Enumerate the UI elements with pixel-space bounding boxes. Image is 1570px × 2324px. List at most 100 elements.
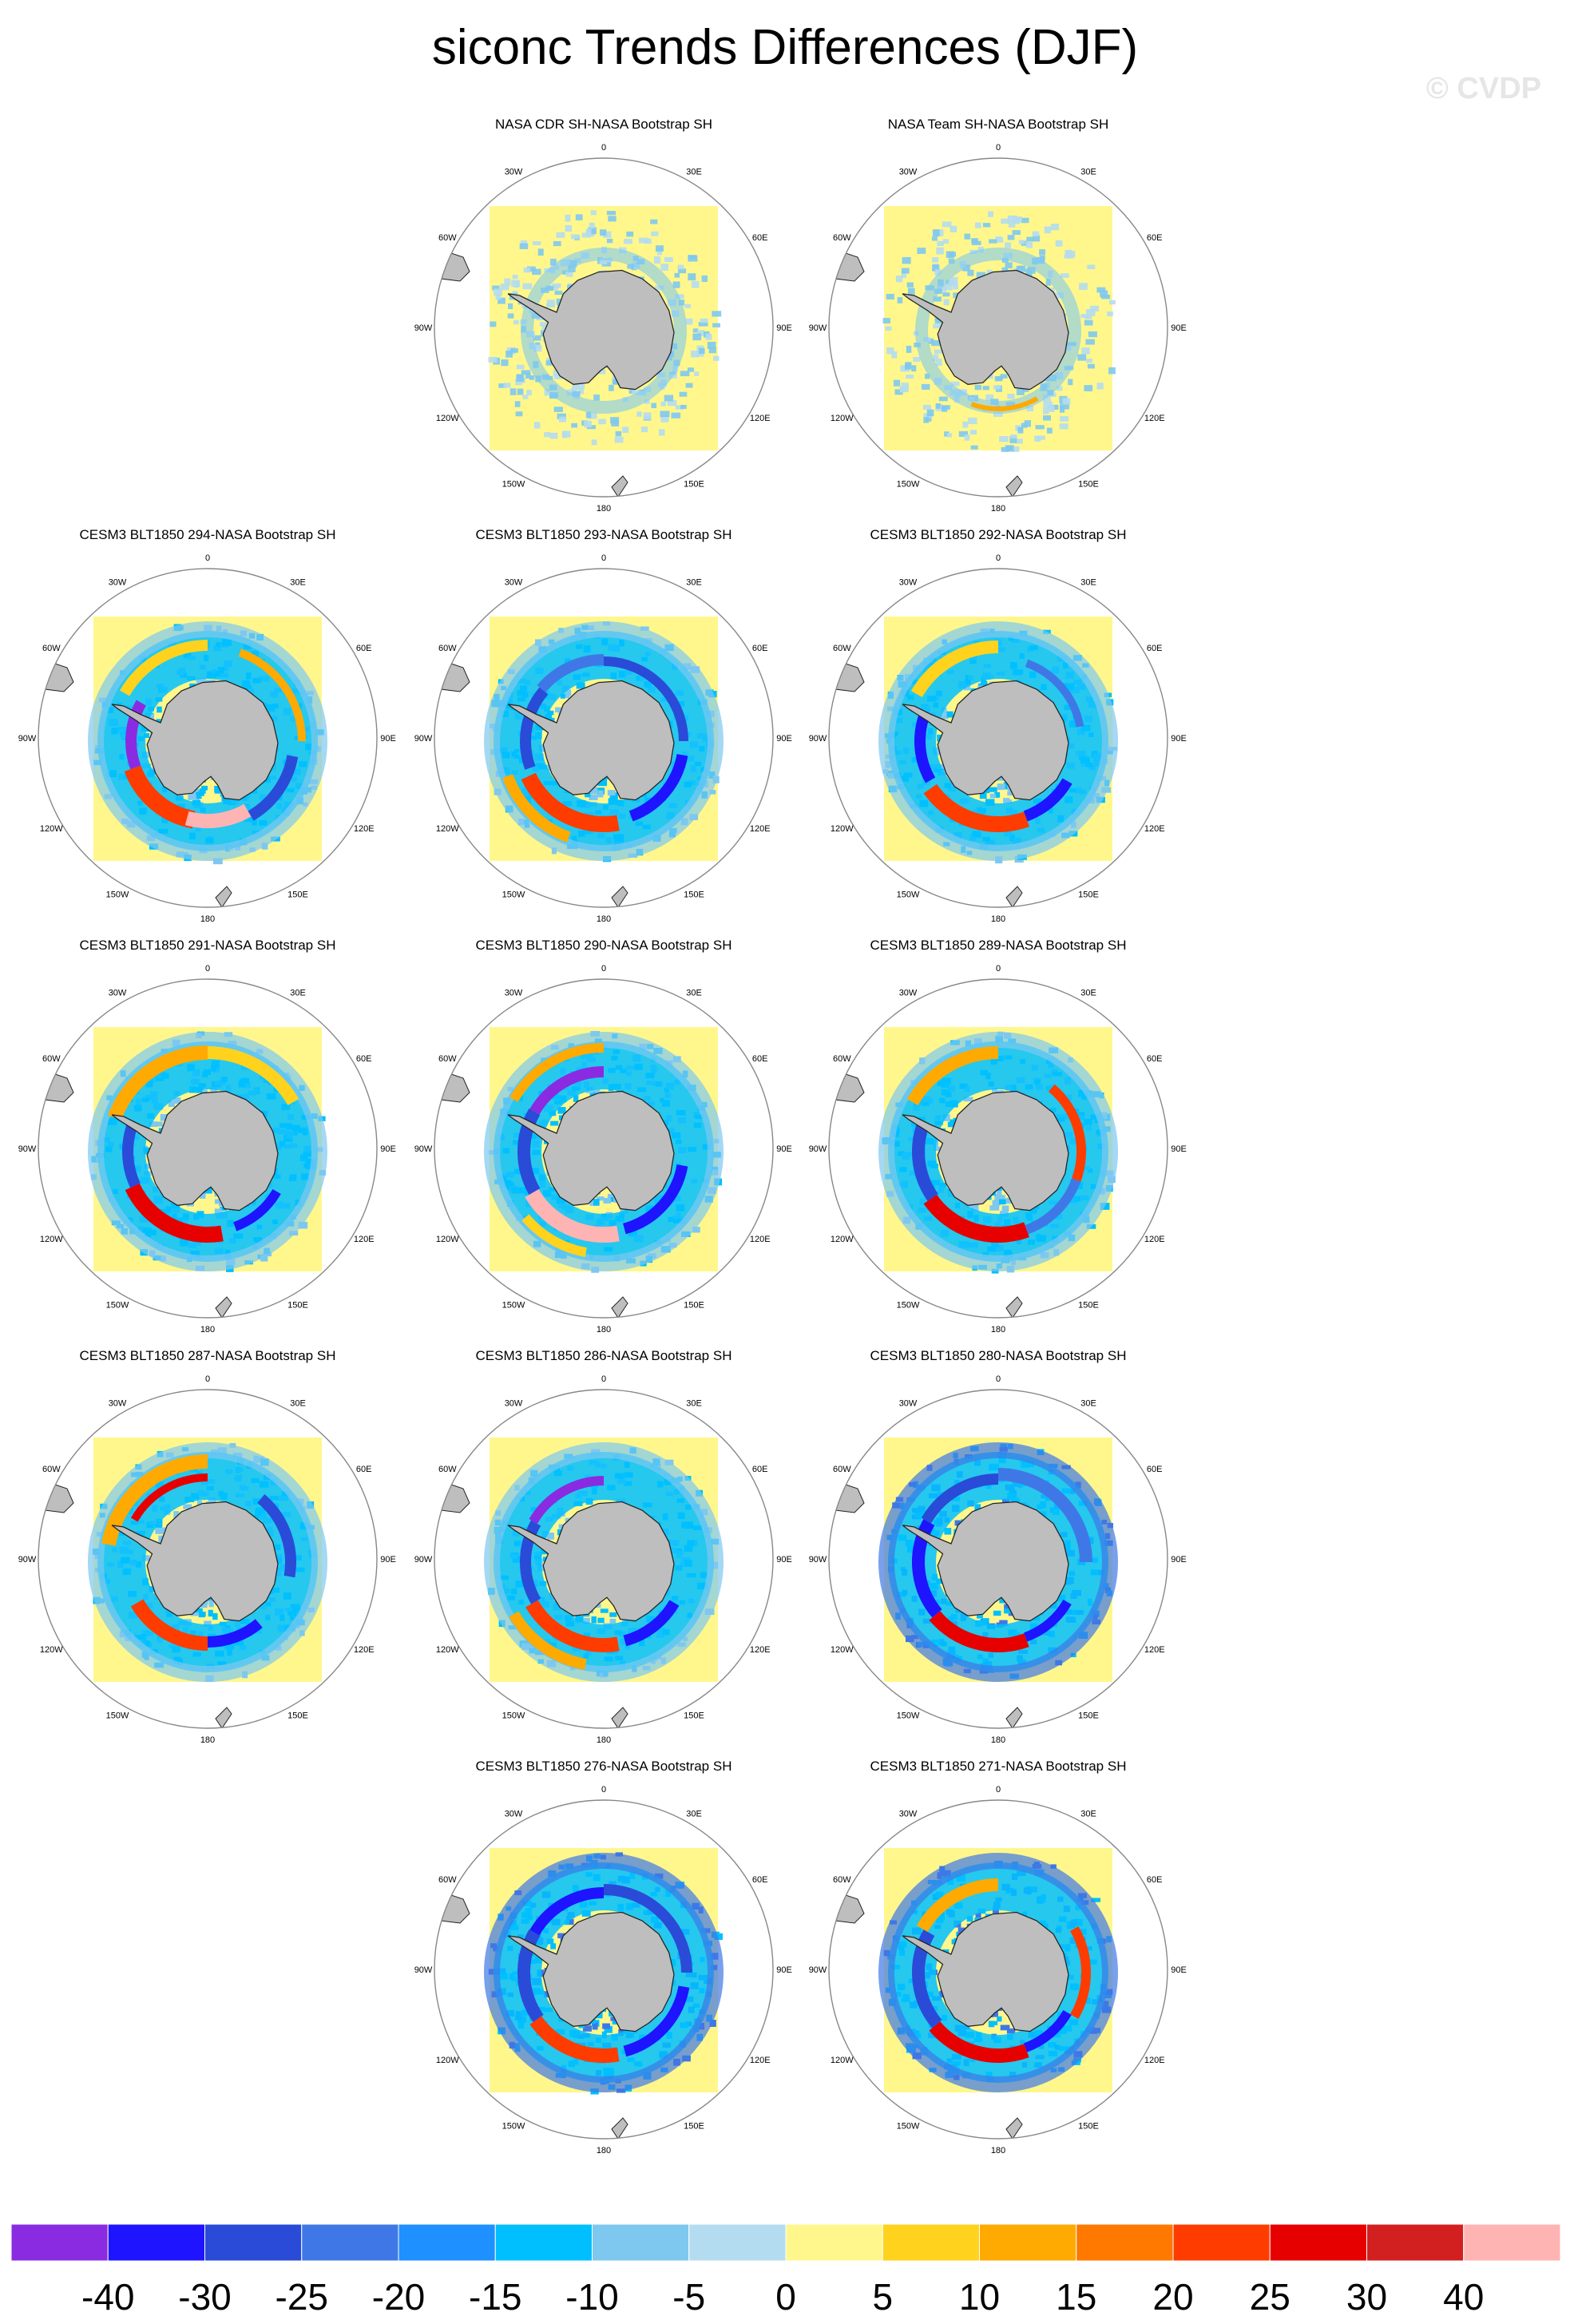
longitude-label: 60W bbox=[833, 1054, 851, 1064]
sea-ice-cell bbox=[597, 369, 606, 375]
sea-ice-cell bbox=[664, 395, 674, 402]
sea-ice-cell bbox=[886, 293, 894, 300]
trend-anomaly bbox=[623, 1985, 690, 2057]
sea-ice-cell bbox=[886, 347, 894, 355]
longitude-label: 90E bbox=[776, 1965, 792, 1975]
sea-ice-cell bbox=[975, 1913, 981, 1918]
longitude-label: 0 bbox=[996, 1785, 1001, 1795]
colorbar-tick-label: -30 bbox=[178, 2276, 232, 2318]
sea-ice-cell bbox=[545, 713, 553, 720]
sea-ice-cell bbox=[997, 783, 1005, 791]
sea-ice-cell bbox=[1016, 265, 1024, 272]
sea-ice-cell bbox=[934, 349, 943, 354]
sea-ice-cell bbox=[1085, 339, 1095, 345]
sea-ice-cell bbox=[938, 396, 948, 402]
sea-ice-cell bbox=[942, 1114, 950, 1121]
sea-ice-cell bbox=[911, 365, 917, 372]
sea-ice-cell bbox=[610, 2017, 618, 2021]
sea-ice-cell bbox=[926, 409, 934, 417]
longitude-label: 90W bbox=[18, 1555, 37, 1565]
trend-anomaly bbox=[130, 1473, 208, 1522]
tasmania-landmass bbox=[1098, 474, 1109, 486]
sea-ice-cell bbox=[687, 367, 695, 372]
sea-ice-cell bbox=[554, 291, 563, 295]
longitude-label: 180 bbox=[991, 1325, 1005, 1334]
map-border bbox=[828, 978, 1168, 1319]
sea-ice-cell bbox=[1065, 251, 1076, 258]
sea-ice-cell bbox=[994, 792, 1001, 798]
sea-ice-cell bbox=[664, 256, 673, 262]
sea-ice-cell bbox=[643, 412, 652, 420]
sea-ice-cell bbox=[675, 405, 684, 410]
sea-ice-cell bbox=[964, 233, 971, 240]
sea-ice-cell bbox=[680, 404, 687, 410]
trend-anomaly bbox=[521, 1214, 587, 1257]
sea-ice-cell bbox=[526, 390, 532, 396]
sea-ice-cell bbox=[950, 1119, 957, 1124]
new-zealand-landmass bbox=[611, 1296, 628, 1318]
sea-ice-cell bbox=[537, 248, 544, 256]
sea-ice-cell bbox=[933, 296, 942, 302]
sea-ice-cell bbox=[1088, 331, 1097, 338]
sea-ice-cell bbox=[985, 799, 995, 806]
sea-ice-cell bbox=[1000, 1211, 1005, 1216]
sea-ice-cell bbox=[1006, 799, 1013, 804]
sea-ice-cell bbox=[1081, 347, 1090, 355]
sea-ice-cell bbox=[555, 707, 564, 712]
longitude-label: 90E bbox=[776, 1555, 792, 1565]
trend-anomaly bbox=[906, 1046, 999, 1106]
longitude-label: 120E bbox=[354, 1645, 375, 1655]
sea-ice-cell bbox=[558, 416, 567, 422]
sea-ice-cell bbox=[948, 258, 955, 264]
sea-ice-cell bbox=[516, 364, 525, 370]
sea-ice-cell bbox=[932, 257, 939, 263]
panel-title: CESM3 BLT1850 289-NASA Bootstrap SH bbox=[870, 938, 1127, 953]
sea-ice-cell bbox=[196, 1501, 203, 1507]
colorbar-tick-label: 25 bbox=[1249, 2276, 1290, 2318]
sea-ice-cell bbox=[671, 412, 681, 418]
sea-ice-cell bbox=[196, 791, 202, 799]
sea-ice-cell bbox=[1017, 426, 1024, 434]
tasmania-landmass bbox=[704, 884, 715, 897]
trend-ring-outer bbox=[878, 1853, 1118, 2092]
longitude-label: 150E bbox=[684, 2122, 704, 2132]
sea-ice-cell bbox=[1087, 363, 1095, 369]
trend-anomaly bbox=[970, 396, 1039, 411]
sea-ice-cell bbox=[957, 1927, 966, 1935]
sea-ice-cell bbox=[592, 2022, 598, 2030]
trend-anomaly bbox=[509, 1611, 587, 1670]
trend-anomaly bbox=[623, 1600, 680, 1647]
sea-ice-cell bbox=[533, 344, 542, 352]
longitude-label: 90E bbox=[1171, 323, 1187, 333]
sea-ice-cell bbox=[946, 711, 953, 718]
sea-ice-cell bbox=[707, 341, 716, 349]
longitude-label: 150E bbox=[684, 1711, 704, 1721]
sea-ice-cell bbox=[627, 264, 635, 269]
sea-ice-cell bbox=[660, 401, 667, 407]
sea-ice-cell bbox=[144, 733, 150, 738]
sea-ice-cell bbox=[557, 1933, 566, 1939]
longitude-label: 180 bbox=[991, 914, 1005, 923]
sea-ice-cell bbox=[936, 1578, 945, 1584]
sea-ice-cell bbox=[922, 404, 932, 410]
sea-ice-cell bbox=[963, 1097, 973, 1102]
sea-ice-cell bbox=[967, 269, 974, 276]
sea-ice-cell bbox=[546, 299, 556, 307]
trend-anomaly bbox=[537, 654, 605, 693]
trend-anomaly bbox=[125, 700, 147, 770]
panel-title: CESM3 BLT1850 287-NASA Bootstrap SH bbox=[79, 1348, 336, 1363]
longitude-label: 90W bbox=[809, 1555, 827, 1565]
sea-ice-cell bbox=[532, 268, 541, 276]
sea-ice-cell bbox=[997, 2016, 1002, 2022]
sea-ice-cell bbox=[712, 355, 720, 361]
sea-ice-cell bbox=[958, 430, 969, 437]
sea-ice-cell bbox=[632, 390, 640, 395]
trend-anomaly bbox=[248, 755, 299, 821]
colorbar-tick-label: -10 bbox=[565, 2276, 619, 2318]
longitude-label: 120W bbox=[436, 2056, 459, 2065]
sea-ice-cell bbox=[937, 240, 944, 247]
longitude-label: 150W bbox=[502, 1711, 525, 1721]
